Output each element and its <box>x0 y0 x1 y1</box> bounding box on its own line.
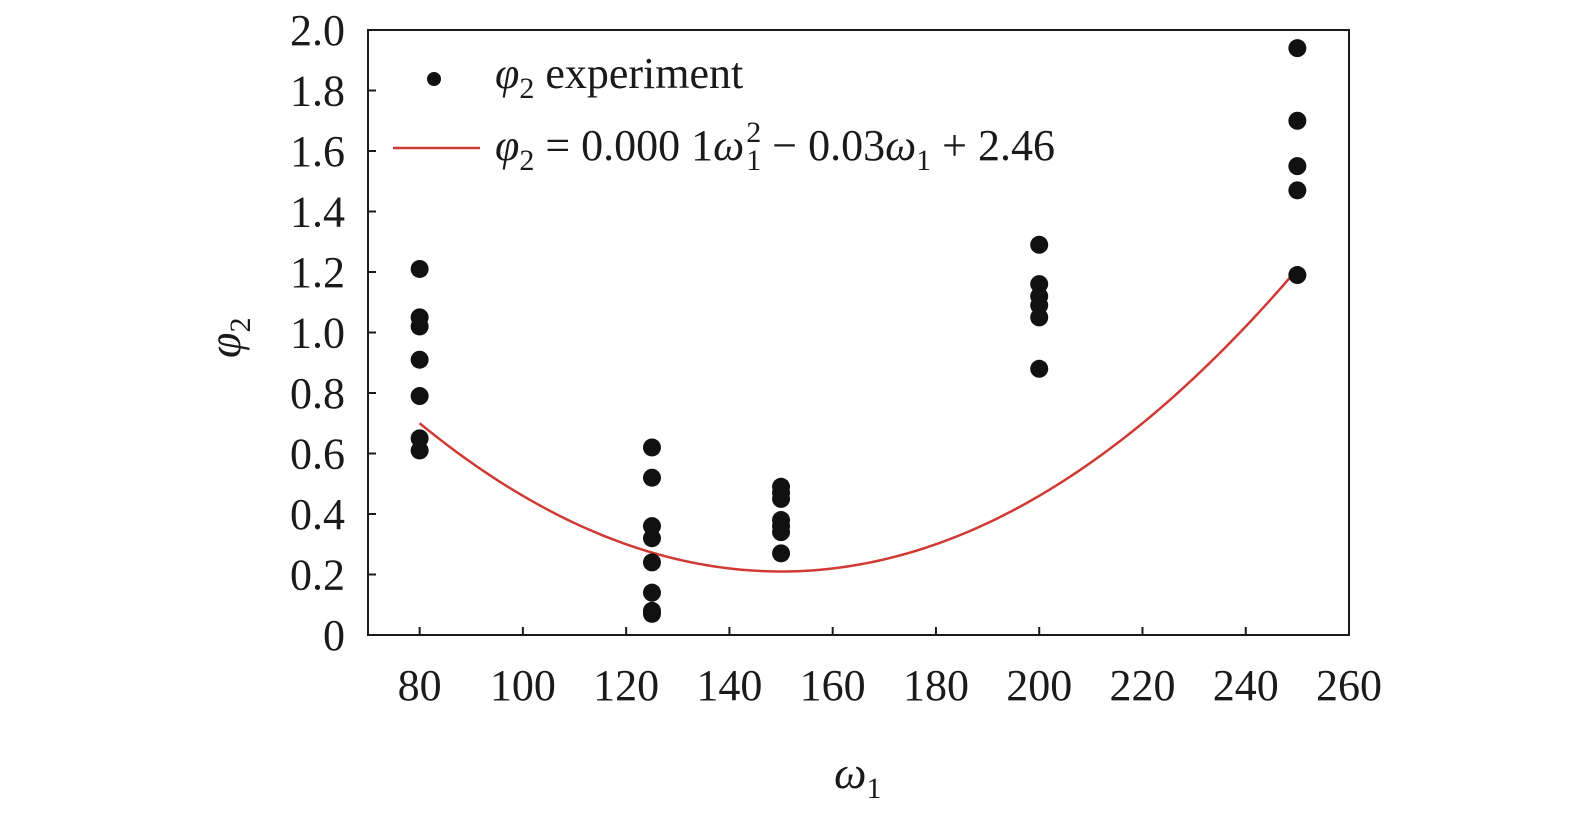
scatter-point <box>1288 111 1307 130</box>
scatter-point <box>642 553 661 572</box>
legend-label-experiment: φ2 experiment <box>495 49 743 105</box>
scatter-point <box>642 529 661 548</box>
legend-fit-mid: − 0.03 <box>761 121 885 170</box>
x-tick-label: 260 <box>1316 661 1382 710</box>
legend-experiment-text: experiment <box>534 49 743 98</box>
scatter-point <box>772 489 791 508</box>
scatter-point <box>642 468 661 487</box>
y-tick-label: 1.0 <box>290 309 345 358</box>
y-tick-label: 0.2 <box>290 551 345 600</box>
legend-marker-experiment <box>427 72 441 86</box>
y-tick-label: 0.8 <box>290 369 345 418</box>
x-tick-label: 160 <box>800 661 866 710</box>
x-tick-label: 240 <box>1213 661 1279 710</box>
fit-curve <box>418 268 1299 573</box>
legend-fit-omega: ω <box>713 121 744 170</box>
scatter-point <box>772 544 791 563</box>
legend-label-fit: φ2 = 0.000 1ω2 1 − 0.03ω1 + 2.46 <box>495 116 1055 177</box>
legend-fit-omega-sub: 1 <box>746 144 761 177</box>
legend-phi-sub: 2 <box>519 72 534 105</box>
legend-phi: φ <box>495 49 519 98</box>
scatter-point <box>410 259 429 278</box>
scatter-point <box>642 583 661 602</box>
x-tick-label: 140 <box>696 661 762 710</box>
scatter-point <box>1288 181 1307 200</box>
x-tick-label: 100 <box>490 661 556 710</box>
y-axis-title-sub: 2 <box>224 318 257 333</box>
y-axis-title-group: φ2 <box>199 318 257 358</box>
y-tick-label: 2.0 <box>290 6 345 55</box>
legend-fit-omega2: ω <box>885 121 916 170</box>
scatter-point <box>642 438 661 457</box>
x-axis-title-main: ω <box>834 747 866 798</box>
legend-fit-omega-sup: 2 <box>746 116 761 149</box>
y-tick-label: 1.6 <box>290 127 345 176</box>
y-tick-label: 1.8 <box>290 67 345 116</box>
x-axis-ticks <box>418 627 1350 635</box>
scatter-point <box>410 441 429 460</box>
scatter-point <box>642 604 661 623</box>
x-tick-label: 200 <box>1006 661 1072 710</box>
x-tick-label: 120 <box>593 661 659 710</box>
legend-fit-phi-sub: 2 <box>519 144 534 177</box>
legend-fit-eq: = 0.000 1 <box>534 121 713 170</box>
y-axis-title: φ2 <box>199 318 257 358</box>
x-tick-label: 80 <box>398 661 442 710</box>
scatter-point <box>410 387 429 406</box>
x-tick-label: 220 <box>1109 661 1175 710</box>
scatter-point <box>1288 157 1307 176</box>
legend-fit-end: + 2.46 <box>931 121 1055 170</box>
y-axis-tick-labels: 0 0.2 0.4 0.6 0.8 1.0 1.2 1.4 1.6 1.8 2.0 <box>290 6 345 660</box>
scatter-point <box>410 317 429 336</box>
legend: φ2 experiment φ2 = 0.000 1ω2 1 − 0.03ω1 +… <box>393 49 1055 177</box>
scatter-point <box>1288 266 1307 285</box>
scatter-point <box>410 350 429 369</box>
scatter-point <box>1030 235 1049 254</box>
y-tick-label: 0.6 <box>290 430 345 479</box>
legend-fit-phi: φ <box>495 121 519 170</box>
scatter-point <box>1288 39 1307 58</box>
x-axis-tick-labels: 80 100 120 140 160 180 200 220 240 260 <box>398 661 1382 710</box>
x-axis-title: ω1 <box>834 747 881 805</box>
fit-curve-group <box>418 268 1299 573</box>
x-tick-label: 180 <box>903 661 969 710</box>
y-tick-label: 1.4 <box>290 188 345 237</box>
scatter-point <box>772 523 791 542</box>
y-tick-label: 0 <box>323 611 345 660</box>
scatter-point <box>1030 359 1049 378</box>
y-tick-label: 0.4 <box>290 490 345 539</box>
scatter-points-group <box>410 39 1307 623</box>
y-axis-title-main: φ <box>199 333 250 358</box>
scatter-point <box>1030 308 1049 327</box>
legend-fit-omega2-sub: 1 <box>916 144 931 177</box>
x-axis-title-sub: 1 <box>866 772 881 805</box>
y-axis-ticks <box>368 29 376 636</box>
y-tick-label: 1.2 <box>290 248 345 297</box>
